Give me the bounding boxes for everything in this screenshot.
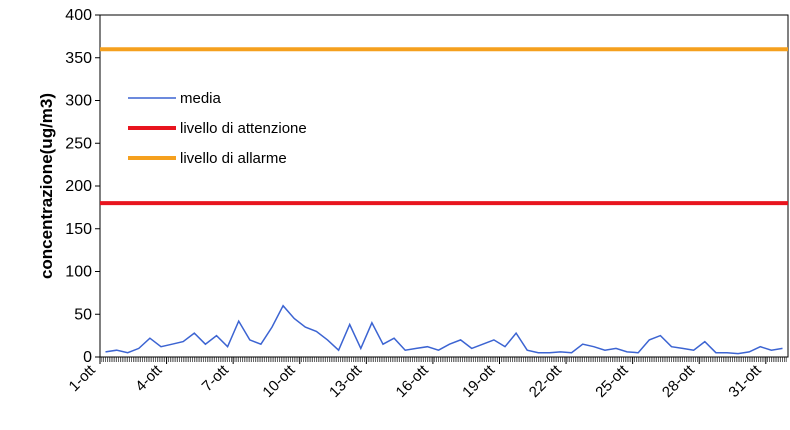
x-tick-label: 7-ott: [199, 361, 233, 395]
y-tick-label: 350: [65, 50, 92, 67]
x-tick-label: 4-ott: [132, 361, 166, 395]
y-tick-label: 400: [65, 7, 92, 24]
y-tick-label: 50: [74, 306, 92, 323]
plot-area: [99, 14, 789, 358]
y-tick-label: 250: [65, 135, 92, 152]
y-tick-label: 300: [65, 93, 92, 110]
x-tick-label: 31-ott: [725, 361, 765, 401]
legend-label: livello di allarme: [180, 150, 287, 167]
x-tick-label: 16-ott: [393, 361, 433, 401]
y-tick-label: 200: [65, 178, 92, 195]
x-tick-label: 13-ott: [326, 361, 366, 401]
x-tick-label: 25-ott: [592, 361, 632, 401]
x-tick-label: 28-ott: [659, 361, 699, 401]
y-axis-label: concentrazione(ug/m3): [37, 93, 56, 279]
x-tick-label: 10-ott: [259, 361, 299, 401]
x-tick-label: 22-ott: [526, 361, 566, 401]
y-tick-label: 100: [65, 264, 92, 281]
data-line: [105, 304, 783, 355]
legend-label: livello di attenzione: [180, 120, 307, 137]
legend-label: media: [180, 90, 222, 107]
y-tick-label: 150: [65, 221, 92, 238]
x-tick-label: 1-ott: [66, 361, 100, 395]
x-tick-label: 19-ott: [459, 361, 499, 401]
y-tick-label: 0: [83, 349, 92, 366]
